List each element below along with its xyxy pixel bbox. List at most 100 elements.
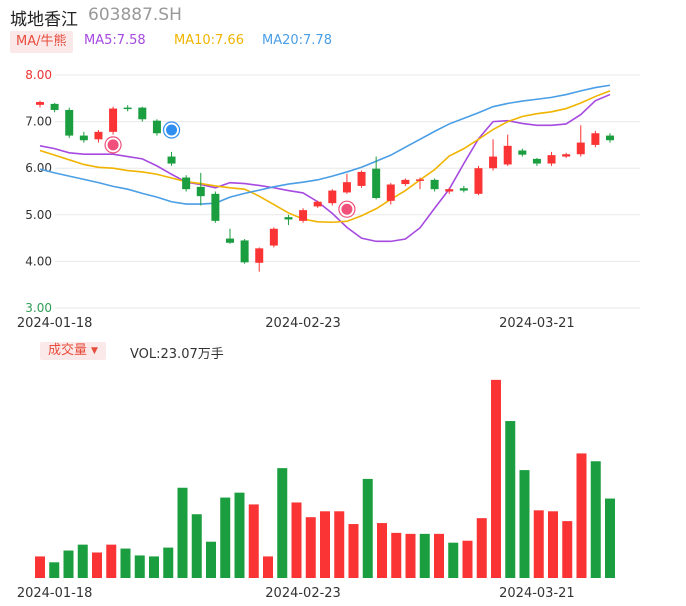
stock-code: 603887.SH [88, 5, 182, 25]
candle-body [416, 179, 424, 181]
date-axis-labels: 2024-01-18 2024-01-18 2024-02-23 2024-02-23… [17, 316, 575, 601]
candle-body [226, 238, 234, 243]
volume-bar [476, 518, 487, 578]
volume-bar [234, 492, 245, 578]
candle-body [401, 179, 410, 185]
candle-body [328, 190, 337, 204]
candle-body [269, 228, 278, 246]
candle-body [357, 171, 366, 186]
candle-body [547, 155, 556, 164]
ma10-legend: MA10:7.66 [174, 33, 244, 48]
candle-body [372, 168, 381, 199]
candle-body [211, 193, 220, 221]
volume-bar [377, 523, 387, 578]
signal-badges [104, 121, 356, 218]
x-tick-label: 2024-01-18 [17, 316, 93, 331]
volume-bar [462, 540, 473, 578]
volume-bar [590, 461, 601, 578]
volume-bar [177, 487, 188, 578]
x-tick-label: 2024-02-23 [265, 316, 341, 331]
volume-bars [35, 379, 615, 578]
ma20-legend: MA20:7.78 [262, 33, 332, 48]
stock-name: 城地香江 [10, 10, 78, 30]
volume-bar [120, 548, 131, 578]
candle-body [94, 131, 103, 140]
candle-body [474, 168, 483, 194]
volume-bar [263, 556, 273, 578]
volume-bar [77, 544, 88, 578]
y-tick-label: 3.00 [25, 301, 52, 315]
candlesticks [36, 100, 614, 272]
signal-badge-icon [341, 203, 353, 215]
volume-bar [434, 533, 444, 578]
candle-body [167, 156, 176, 164]
volume-bar [391, 532, 402, 578]
volume-bar [291, 502, 302, 578]
candle-body [562, 154, 571, 157]
volume-bar [519, 470, 530, 578]
volume-bar [49, 562, 60, 578]
x-tick-label: 2024-03-21 [499, 316, 575, 331]
candle-body [313, 201, 322, 207]
candle-body [182, 177, 191, 190]
ma-line-2 [39, 84, 611, 205]
volume-bar [362, 478, 373, 578]
volume-x-tick-label: 2024-01-18 [17, 586, 93, 601]
candle-body [50, 103, 59, 110]
candle-body [576, 142, 585, 155]
ma-line-0 [39, 93, 611, 243]
volume-bar [533, 510, 544, 578]
ma-lines [39, 84, 611, 243]
candle-body [65, 109, 74, 136]
y-tick-label: 6.00 [25, 161, 52, 175]
volume-x-tick-label: 2024-03-21 [499, 586, 575, 601]
volume-bar [405, 533, 416, 578]
volume-bar [448, 542, 459, 578]
candle-body [240, 240, 249, 263]
volume-bar [491, 379, 501, 578]
ma-indicator-toggle[interactable]: MA/牛熊 [10, 31, 73, 53]
volume-bar [92, 552, 102, 578]
candle-body [152, 120, 161, 134]
volume-bar [305, 517, 316, 578]
candle-body [459, 188, 468, 191]
candle-body [138, 107, 147, 120]
volume-value: VOL:23.07万手 [130, 347, 224, 362]
volume-bar [605, 498, 615, 578]
candle-body [591, 133, 600, 145]
candle-body [430, 179, 439, 190]
price-axis-labels: 8.00 7.00 6.00 5.00 4.00 3.00 [25, 68, 52, 315]
volume-x-tick-label: 2024-02-23 [265, 586, 341, 601]
candle-body [255, 248, 264, 263]
signal-badge-icon [166, 124, 178, 136]
volume-toggle-label: 成交量 [48, 343, 88, 358]
volume-bar [63, 550, 74, 578]
volume-bar [134, 555, 145, 578]
candle-body [606, 135, 614, 141]
volume-bar [419, 533, 430, 578]
volume-bar [505, 421, 516, 578]
y-tick-label: 4.00 [25, 254, 52, 268]
candle-body [36, 102, 44, 105]
candle-body [445, 189, 454, 192]
volume-bar [277, 468, 288, 578]
volume-bar [220, 497, 231, 578]
volume-bar [320, 511, 330, 578]
y-tick-label: 8.00 [25, 68, 52, 82]
volume-bar [348, 524, 359, 578]
volume-indicator-toggle[interactable]: 成交量 ▼ [40, 342, 106, 360]
candle-body [123, 107, 132, 110]
volume-bar [206, 541, 216, 578]
volume-bar [149, 556, 159, 578]
candle-body [299, 210, 308, 221]
volume-bar [248, 504, 259, 578]
y-tick-label: 7.00 [25, 115, 52, 129]
volume-bar [576, 453, 587, 578]
candle-body [342, 182, 351, 193]
candle-body [284, 217, 293, 220]
candle-body [503, 145, 512, 165]
candle-body [518, 150, 527, 155]
volume-bar [548, 511, 558, 578]
ma5-legend: MA5:7.58 [84, 33, 146, 48]
